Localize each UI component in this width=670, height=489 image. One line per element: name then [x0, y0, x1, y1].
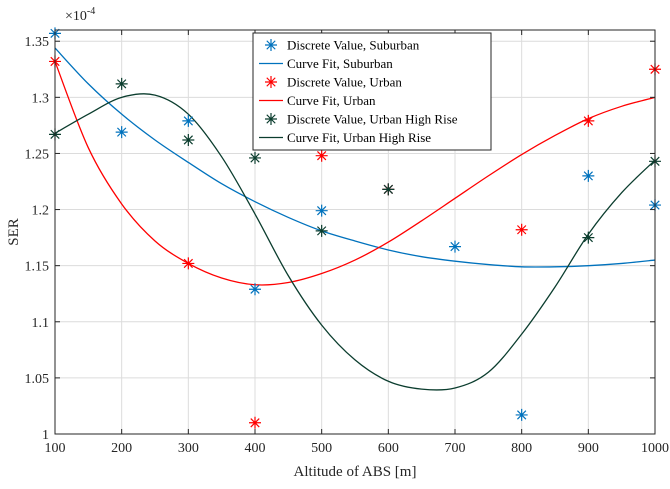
x-tick-label: 700 — [445, 441, 466, 456]
y-tick-label: 1.35 — [25, 35, 50, 50]
series-line-curve-fit-urban-high-rise — [54, 93, 656, 391]
legend-label: Discrete Value, Suburban — [287, 38, 420, 53]
legend-label: Curve Fit, Urban — [287, 93, 376, 108]
x-axis-label: Altitude of ABS [m] — [294, 464, 417, 480]
x-tick-label: 500 — [311, 441, 332, 456]
x-tick-label: 600 — [378, 441, 399, 456]
data-point-discrete-value-suburban — [449, 240, 461, 253]
ticks: 100 200 300 400 500 600 700 800 900 1000 1 1.05 1.1 1… — [25, 30, 669, 456]
x-tick-label: 200 — [111, 441, 132, 456]
y-tick-label: 1.25 — [25, 147, 50, 162]
data-point-discrete-value-urban-high-rise — [382, 183, 395, 196]
series-line-curve-fit-suburban — [54, 47, 656, 268]
x-tick-label: 400 — [245, 441, 266, 456]
data-point-discrete-value-urban — [515, 223, 528, 236]
series-layer — [49, 27, 661, 429]
data-point-discrete-value-suburban — [249, 283, 261, 296]
data-point-discrete-value-urban — [249, 416, 261, 429]
data-point-discrete-value-urban — [315, 149, 328, 162]
legend-marker — [265, 39, 277, 51]
data-point-discrete-value-suburban — [115, 126, 128, 139]
data-point-discrete-value-suburban — [582, 169, 595, 182]
legend: Discrete Value, Suburban Curve Fit, Subur… — [252, 32, 492, 151]
x-tick-label: 300 — [178, 441, 199, 456]
y-tick-label: 1.3 — [32, 91, 50, 106]
legend-entry-discrete-value-suburban: Discrete Value, Suburban — [265, 38, 420, 53]
legend-entry-curve-fit-suburban: Curve Fit, Suburban — [259, 56, 393, 71]
legend-label: Curve Fit, Urban High Rise — [287, 130, 431, 145]
legend-entry-curve-fit-urban-high-rise: Curve Fit, Urban High Rise — [259, 130, 431, 145]
y-tick-label: 1.05 — [25, 372, 50, 387]
x-tick-label: 100 — [45, 441, 66, 456]
legend-label: Curve Fit, Suburban — [287, 56, 393, 71]
data-point-discrete-value-urban-high-rise — [115, 77, 128, 90]
y-axis-label: SER — [6, 218, 22, 246]
y-tick-label: 1.2 — [32, 204, 50, 219]
y-tick-label: 1.15 — [25, 260, 50, 275]
x-tick-label: 1000 — [641, 441, 669, 456]
legend-entry-discrete-value-urban-high-rise: Discrete Value, Urban High Rise — [265, 112, 458, 127]
legend-box — [252, 32, 492, 151]
legend-entry-discrete-value-urban: Discrete Value, Urban — [265, 75, 402, 90]
legend-marker — [265, 113, 277, 125]
data-point-discrete-value-suburban — [182, 114, 195, 127]
y-tick-label: 1 — [42, 428, 49, 443]
y-exponent-label: ×10-4 — [65, 6, 95, 24]
plot-frame — [54, 29, 656, 435]
x-tick-label: 800 — [511, 441, 532, 456]
data-point-discrete-value-urban-high-rise — [582, 231, 595, 244]
data-point-discrete-value-urban-high-rise — [182, 133, 195, 146]
legend-marker — [265, 76, 277, 88]
legend-label: Discrete Value, Urban High Rise — [287, 112, 458, 127]
data-point-discrete-value-suburban — [315, 204, 328, 217]
legend-label: Discrete Value, Urban — [287, 75, 402, 90]
data-point-discrete-value-urban — [582, 114, 595, 127]
data-point-discrete-value-urban — [182, 257, 195, 270]
data-point-discrete-value-urban-high-rise — [315, 224, 328, 237]
x-tick-label: 900 — [578, 441, 599, 456]
legend-entry-curve-fit-urban: Curve Fit, Urban — [259, 93, 376, 108]
data-point-discrete-value-suburban — [515, 408, 528, 421]
series-line-curve-fit-urban — [54, 61, 656, 286]
y-tick-label: 1.1 — [32, 316, 50, 331]
data-point-discrete-value-urban-high-rise — [249, 151, 261, 164]
